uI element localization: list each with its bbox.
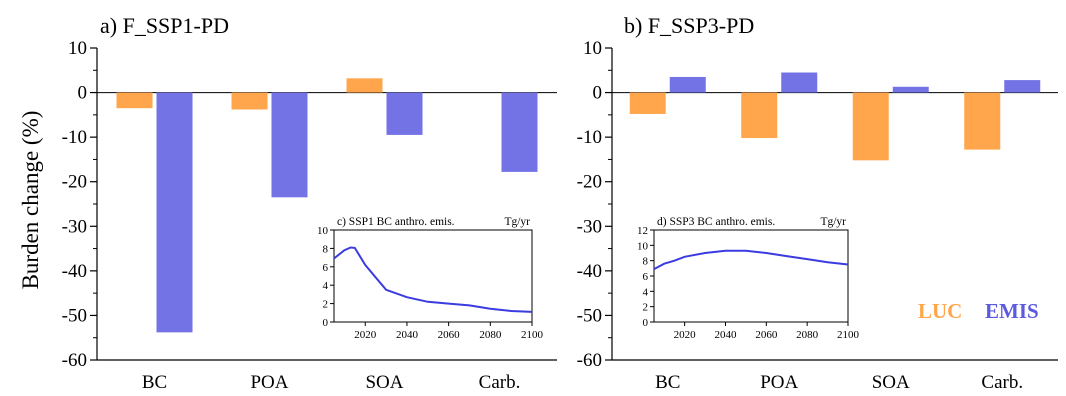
panel-b-title: b) F_SSP3-PD [624,13,754,38]
inset-c-series-line [333,246,533,313]
chart-b-category-label: Carb. [981,372,1023,393]
inset-d-series-line [653,249,849,270]
chart-b-bar-emis-soa [892,86,929,93]
chart-a-bar-luc-poa [231,92,268,110]
chart-b-category-label: POA [760,372,798,393]
inset-c-x-tick-label: 2080 [479,329,502,341]
chart-b-y-tick-label: 10 [583,38,602,59]
inset-d-x-tick-label: 2060 [755,329,778,341]
chart-b-bar-luc-bc [629,92,666,114]
inset-c-y-tick-label: 8 [323,243,329,255]
inset-d-x-tick-label: 2020 [674,329,697,341]
chart-b-bar-luc-poa [741,92,778,139]
chart-a-y-tick-label: -10 [62,127,87,148]
inset-d-x-tick-label: 2100 [837,329,860,341]
chart-b-y-tick-label: -40 [577,261,602,282]
inset-c-frame [333,229,533,323]
inset-d-y-tick-label: 12 [637,225,648,237]
inset-d-y-tick-label: 0 [643,317,649,329]
chart-b-category-label: SOA [872,372,910,393]
chart-a-y-tick-label: -30 [62,216,87,237]
legend-emis: EMIS [985,299,1039,323]
chart-a-y-tick-label: 0 [78,83,88,104]
inset-c-y-tick-label: 10 [317,225,329,237]
y-axis-label: Burden change (%) [18,111,43,290]
chart-b-category-label: BC [655,372,680,393]
inset-c-unit: Tg/yr [504,216,530,228]
inset-c-y-tick-label: 2 [323,299,329,311]
chart-a-category-label: Carb. [479,372,521,393]
legend: LUC EMIS [918,299,1039,323]
chart-b-bar-emis-carb [1004,80,1041,93]
chart-b-bar-luc-carb [964,92,1001,150]
inset-c-y-tick-label: 0 [323,317,329,329]
inset-d-title: d) SSP3 BC anthro. emis. [657,216,775,228]
chart-a-y-tick-label: -20 [62,172,87,193]
chart-a-bar-luc-soa [346,78,383,93]
inset-d-y-tick-label: 6 [643,271,649,283]
bar-chart-b: BC POA SOA Carb. 10 0 -10 -20 -30 -40 -50 -60 [577,38,1058,393]
inset-d-y-tick-label: 4 [643,286,649,298]
chart-a-bar-emis-soa [386,92,423,135]
chart-a-bar-emis-carb [501,92,538,172]
chart-b-bar-luc-soa [852,92,889,161]
chart-b-y-tick-label: -10 [577,127,602,148]
chart-b-bar-emis-poa [781,72,818,93]
inset-d-unit: Tg/yr [820,216,846,228]
panel-b: b) F_SSP3-PD BC POA SOA Carb. 10 0 -10 -20 -30 -4… [577,13,1058,393]
inset-c-y-tick-label: 4 [323,280,329,292]
chart-a-bar-emis-poa [271,92,308,198]
inset-c-x-tick-label: 2040 [396,329,419,341]
legend-luc: LUC [918,299,962,323]
inset-d-y-tick-label: 10 [637,240,649,252]
chart-b-y-tick-label: -60 [577,350,602,371]
inset-c-y-tick-label: 6 [323,262,329,274]
chart-a-y-tick-label: -40 [62,261,87,282]
inset-chart-d: d) SSP3 BC anthro. emis. Tg/yr 0 2 4 6 8 10 12 20… [637,216,860,341]
inset-d-x-tick-label: 2080 [796,329,819,341]
chart-a-y-tick-label: -50 [62,305,87,326]
panel-a-title: a) F_SSP1-PD [100,13,229,38]
chart-a-y-tick-label: -60 [62,350,87,371]
chart-a-bar-emis-bc [156,92,193,333]
panel-a: a) F_SSP1-PD Burden change (%) BC POA SOA C… [18,13,557,393]
chart-a-category-label: SOA [365,372,403,393]
inset-c-title: c) SSP1 BC anthro. emis. [337,216,455,228]
chart-a-bar-luc-bc [116,92,153,109]
bar-chart-a: BC POA SOA Carb. 10 0 -10 -20 -30 -40 -50 -60 [62,38,557,393]
chart-b-y-tick-label: 0 [593,83,603,104]
inset-chart-c: c) SSP1 BC anthro. emis. Tg/yr 0 2 4 6 8 10 2020… [317,216,544,341]
inset-c-x-tick-label: 2020 [354,329,377,341]
inset-d-y-tick-label: 2 [643,302,649,314]
chart-b-y-tick-label: -50 [577,305,602,326]
chart-a-category-label: BC [142,372,167,393]
chart-b-y-tick-label: -20 [577,172,602,193]
inset-d-x-tick-label: 2040 [714,329,737,341]
chart-a-y-tick-label: 10 [68,38,87,59]
inset-c-x-tick-label: 2100 [521,329,544,341]
inset-d-frame [653,229,849,323]
chart-a-category-label: POA [250,372,288,393]
inset-d-y-tick-label: 8 [643,256,649,268]
inset-c-x-tick-label: 2060 [438,329,461,341]
chart-b-bar-emis-bc [669,76,706,93]
chart-b-y-tick-label: -30 [577,216,602,237]
